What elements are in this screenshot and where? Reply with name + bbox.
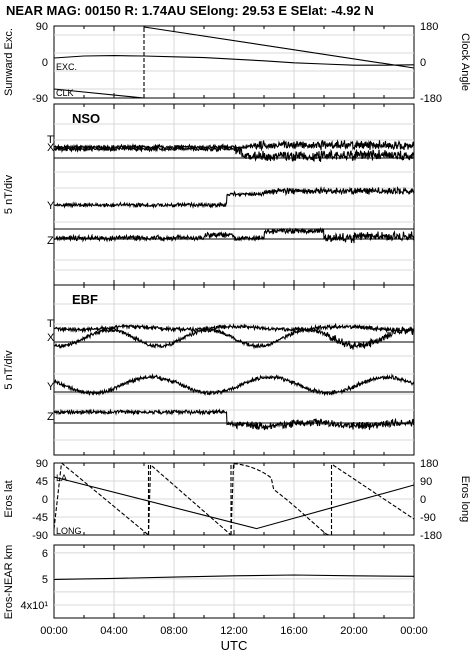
panel-2-series-y (53, 186, 415, 209)
panel-4-long-annotation: LONG (56, 526, 82, 536)
panel-3-trace-label-z: Z (47, 411, 54, 423)
x-axis-tick-label: 08:00 (160, 625, 188, 637)
panel-4-lat-series (53, 476, 415, 530)
panel-2-title: NSO (72, 111, 100, 126)
chart-layer: 90 0 -90 180 0 -180 Sunward Exc. Clock Angle EXC… (3, 21, 471, 653)
panel-2-trace-label-x: X (47, 142, 55, 154)
panel-5-left-axis-label: Eros-NEAR km (3, 545, 15, 620)
panel-3-series-z (53, 408, 415, 431)
panel-4-left-tick-label: -90 (32, 530, 48, 542)
panel-2-trace-label-z: Z (47, 235, 54, 247)
panel-4-right-tick-label: -180 (420, 530, 442, 542)
panel-4-long-series (53, 462, 63, 530)
panel-3-title: EBF (72, 292, 98, 307)
x-axis-tick-label: 00:00 (400, 625, 428, 637)
panel-2-trace-label-y: Y (47, 200, 55, 212)
panel-1-clk-annotation: CLK (56, 88, 74, 98)
panel-3-series-x (53, 326, 415, 350)
panel-4-left-axis-label: Eros lat (3, 480, 15, 517)
panel-4-long-series (332, 464, 415, 520)
panel-4-left-tick-label: 45 (36, 476, 48, 488)
panel-3-series-y (53, 373, 415, 397)
x-axis-tick-label: 20:00 (340, 625, 368, 637)
panel-4-right-tick-label: 180 (420, 458, 438, 470)
panel-4-left-tick-label: -45 (32, 512, 48, 524)
panel-1-clk-series (53, 88, 145, 99)
figure-title: NEAR MAG: 00150 R: 1.74AU SElong: 29.53 … (6, 3, 374, 18)
panel-3-trace-label-x: X (47, 332, 55, 344)
panel-4-left-tick-label: 0 (42, 494, 48, 506)
panel-4-right-axis-label: Eros long (459, 476, 471, 522)
panel-1-right-axis-label: Clock Angle (459, 33, 471, 91)
panel-1-clk-series (143, 26, 415, 69)
panel-1-left-tick-label: -90 (32, 93, 48, 105)
panel-5-left-tick-label: 6 (42, 548, 48, 560)
panel-4-lat-annotation: LA (56, 473, 67, 483)
panel-2-series-x (53, 145, 415, 162)
panel-1-left-tick-label: 0 (42, 57, 48, 69)
panel-5-distance-series (53, 574, 415, 580)
panel-3-trace-label-t: T (47, 318, 54, 330)
panel-3-left-axis-label: 5 nT/div (3, 350, 15, 390)
panel-1-exc-series (53, 55, 415, 66)
x-axis-tick-label: 00:00 (40, 625, 68, 637)
panel-4-long-series (147, 463, 232, 536)
panel-1-right-tick-label: -180 (420, 93, 442, 105)
panel-4-right-tick-label: 0 (420, 494, 426, 506)
panel-2-trace-label-t: T (47, 134, 54, 146)
panel-4-right-tick-label: -90 (420, 512, 436, 524)
x-axis-tick-label: 16:00 (280, 625, 308, 637)
panel-4-right-tick-label: 90 (420, 476, 432, 488)
panel-1-exc-annotation: EXC. (56, 62, 77, 72)
x-axis-tick-label: 12:00 (220, 625, 248, 637)
panel-1-right-tick-label: 180 (420, 21, 438, 33)
panel-4-long-series (230, 462, 332, 536)
panel-5-left-tick-label: 4x10¹ (20, 600, 48, 612)
panel-1-right-tick-label: 0 (420, 57, 426, 69)
panel-3-trace-label-y: Y (47, 381, 55, 393)
panel-4-long-series (61, 462, 149, 536)
panel-2-left-axis-label: 5 nT/div (3, 174, 15, 214)
panel-4-left-tick-label: 90 (36, 458, 48, 470)
x-axis-tick-label: 04:00 (100, 625, 128, 637)
panel-3-series-t (54, 322, 415, 334)
panel-5-left-tick-label: 5 (42, 574, 48, 586)
panel-2-series-z (53, 227, 415, 244)
panel-2-series-t (53, 139, 415, 152)
panel-1-left-axis-label: Sunward Exc. (3, 28, 15, 96)
panel-1-left-tick-label: 90 (36, 21, 48, 33)
x-axis-label: UTC (221, 638, 248, 653)
